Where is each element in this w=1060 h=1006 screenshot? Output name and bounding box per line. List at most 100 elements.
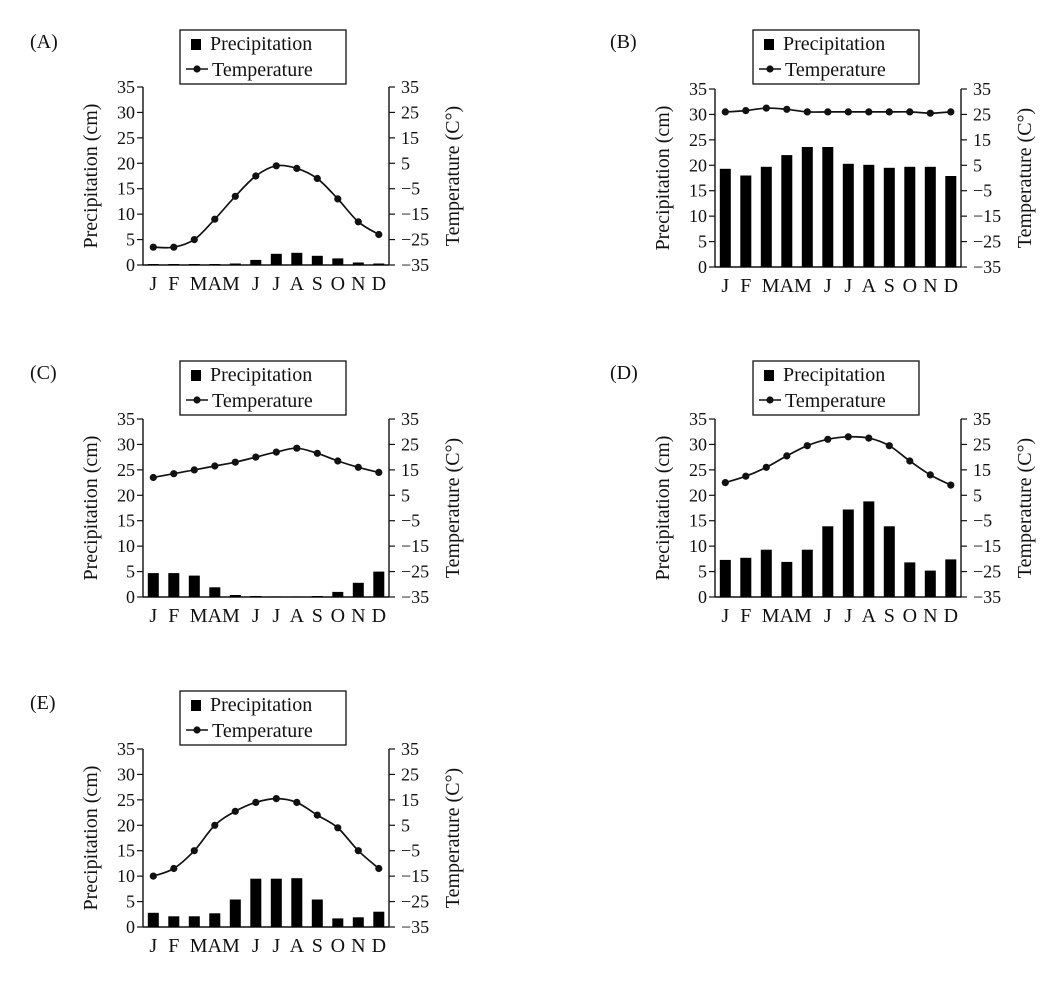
precip-bar: [332, 591, 344, 597]
right-tick-label: 15: [973, 130, 991, 150]
precip-bar: [801, 549, 813, 597]
left-tick-label: 35: [117, 739, 135, 759]
chart-panel-d: (D) Precipitation Temperature 0 5 10 15 20 25 30 3…: [610, 360, 1036, 627]
panel-label: (E): [30, 692, 56, 714]
temperature-point: [170, 864, 178, 873]
left-tick-label: 30: [117, 764, 135, 784]
temperature-point: [926, 109, 934, 117]
temperature-point: [865, 434, 873, 442]
precip-bar: [188, 264, 200, 265]
temperature-point: [721, 108, 729, 116]
right-tick-label: 25: [401, 434, 419, 454]
left-tick-label: 30: [689, 104, 707, 124]
temperature-point: [293, 444, 301, 452]
right-tick-label: −25: [973, 232, 1001, 252]
month-label: A: [862, 275, 877, 297]
panel-label: (C): [30, 362, 57, 384]
temperature-point: [721, 479, 729, 487]
right-tick-label: −35: [973, 257, 1001, 277]
right-axis-title: Temperature (C°): [1014, 438, 1036, 578]
right-tick-label: −15: [401, 866, 429, 886]
right-tick-label: 25: [401, 764, 419, 784]
precip-bar: [352, 917, 364, 927]
temperature-point: [293, 164, 301, 172]
precip-bar: [924, 570, 936, 597]
precip-bar: [188, 916, 200, 927]
right-axis-title: Temperature (C°): [442, 768, 464, 908]
precip-bar: [270, 253, 282, 265]
precip-bar: [719, 559, 731, 597]
month-label: J: [721, 275, 729, 297]
right-tick-label: −15: [401, 536, 429, 556]
precip-bar: [842, 163, 854, 267]
temperature-point: [170, 243, 178, 251]
chart-panel-c: (C) Precipitation Temperature 0 5 10 15 20 25 30 3…: [30, 360, 464, 627]
precip-bar: [842, 509, 854, 597]
precip-bar: [863, 501, 875, 597]
right-tick-label: −5: [401, 511, 420, 531]
right-tick-label: −5: [973, 181, 992, 201]
month-label: J: [844, 605, 852, 627]
legend: Precipitation Temperature: [752, 360, 920, 416]
precip-bar: [904, 562, 916, 597]
left-tick-label: 15: [689, 511, 707, 531]
left-tick-label: 25: [689, 460, 707, 480]
right-tick-label: 25: [973, 434, 991, 454]
precip-bar: [760, 166, 772, 267]
month-label: MAM: [762, 605, 812, 627]
month-label: O: [331, 935, 345, 957]
left-tick-label: 0: [126, 917, 135, 937]
chart-panel-a: (A) Precipitation Temperature 0 5 10 15 20 25 30 3…: [30, 29, 464, 295]
precip-bar: [904, 166, 916, 267]
right-tick-label: −25: [401, 562, 429, 582]
precip-bar: [209, 913, 221, 927]
left-tick-label: 10: [117, 866, 135, 886]
precip-bar: [147, 264, 159, 265]
month-label: O: [331, 605, 345, 627]
legend-precip-label: Precipitation: [783, 33, 885, 55]
right-tick-label: 15: [401, 460, 419, 480]
temperature-point: [783, 105, 791, 113]
right-tick-label: 5: [401, 485, 410, 505]
precip-bar: [822, 147, 834, 267]
legend-frame: [179, 29, 347, 85]
month-label: J: [824, 275, 832, 297]
left-tick-label: 5: [698, 232, 707, 252]
precip-bar: [924, 166, 936, 267]
right-tick-label: −35: [401, 587, 429, 607]
month-label: J: [721, 605, 729, 627]
month-label: MAM: [190, 605, 240, 627]
precip-bar: [332, 258, 344, 265]
temperature-point: [824, 435, 832, 443]
month-label: J: [824, 605, 832, 627]
temperature-point: [149, 872, 157, 880]
left-tick-label: 25: [117, 790, 135, 810]
month-label: J: [149, 935, 157, 957]
temperature-point: [231, 458, 239, 466]
temperature-point: [354, 463, 362, 471]
legend-temp-label: Temperature: [785, 59, 886, 81]
month-label: J: [252, 605, 260, 627]
legend: Precipitation Temperature: [179, 360, 347, 416]
temperature-point: [211, 215, 219, 223]
precip-bar: [863, 164, 875, 267]
temperature-line: [725, 435, 952, 486]
right-tick-label: 35: [973, 79, 991, 99]
month-label: S: [884, 275, 895, 297]
legend-temp-marker: [766, 65, 774, 73]
temperature-point: [844, 433, 852, 441]
legend: Precipitation Temperature: [179, 29, 347, 85]
left-tick-label: 0: [126, 255, 135, 275]
temperature-point: [272, 795, 280, 803]
temperature-point: [190, 466, 198, 474]
month-label: O: [903, 605, 917, 627]
precip-bar: [291, 252, 303, 265]
month-label: J: [272, 935, 280, 957]
left-tick-label: 10: [117, 204, 135, 224]
temperature-point: [211, 821, 219, 829]
left-tick-label: 0: [698, 587, 707, 607]
left-tick-label: 35: [117, 77, 135, 97]
right-tick-label: 15: [401, 790, 419, 810]
precip-bar: [209, 587, 221, 597]
legend-precip-swatch: [764, 39, 774, 50]
